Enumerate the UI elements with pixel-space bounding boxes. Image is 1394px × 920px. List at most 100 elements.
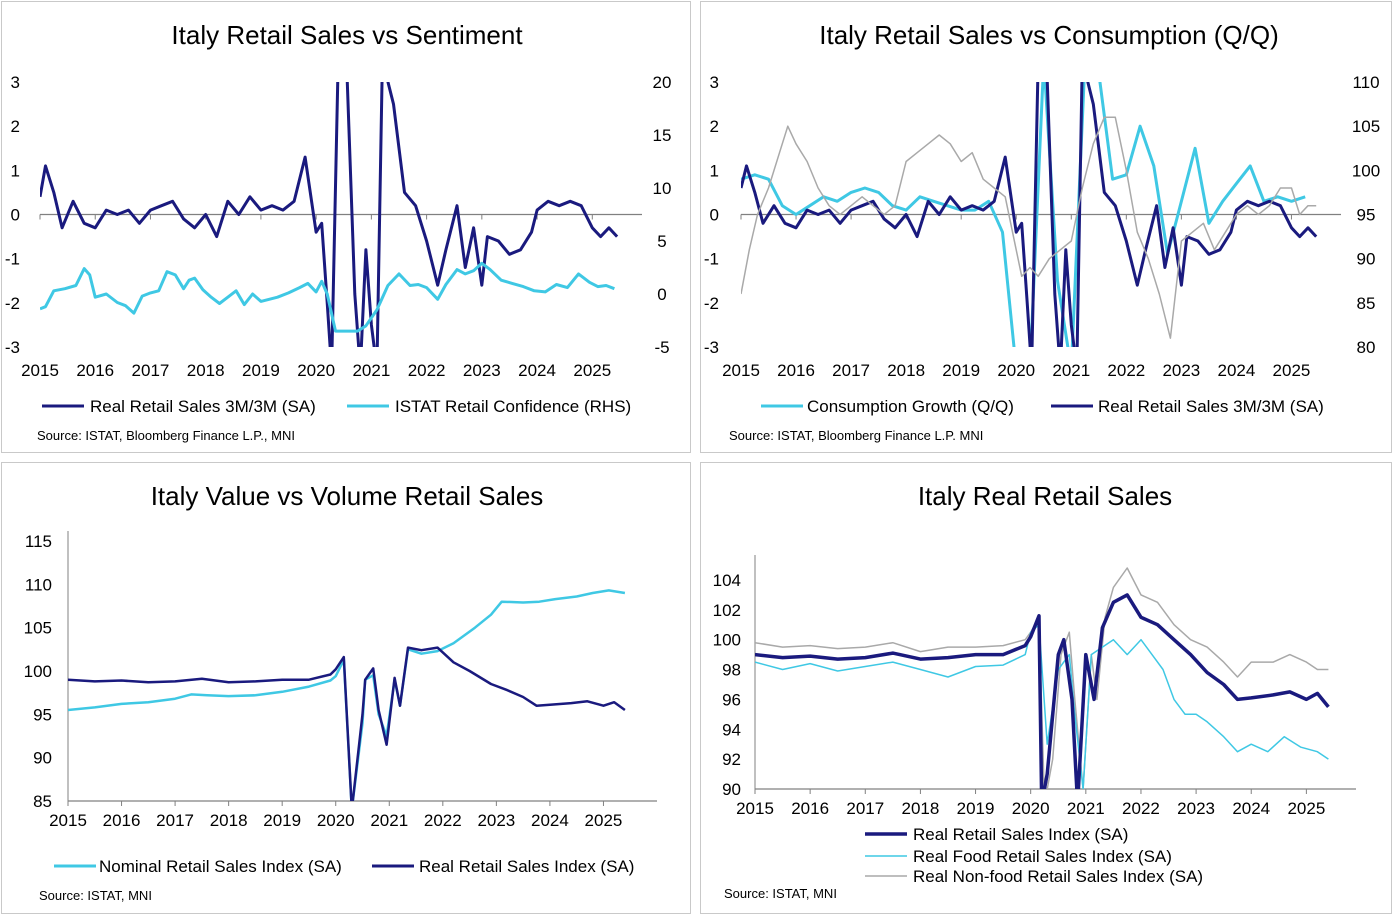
y-tick-label-right: 0 xyxy=(657,285,666,304)
x-tick-label: 2019 xyxy=(942,361,980,380)
x-tick-label: 2017 xyxy=(156,811,194,830)
x-tick-label: 2022 xyxy=(1107,361,1145,380)
y-tick-label-left: 1 xyxy=(710,161,719,180)
legend-label: Real Retail Sales 3M/3M (SA) xyxy=(1098,397,1324,416)
legend-label: Real Retail Sales Index (SA) xyxy=(913,825,1128,844)
x-tick-label: 2023 xyxy=(463,361,501,380)
x-tick-label: 2018 xyxy=(901,799,939,818)
x-tick-label: 2024 xyxy=(1232,799,1270,818)
x-tick-label: 2024 xyxy=(1217,361,1255,380)
y-tick-label-left: 100 xyxy=(24,662,52,681)
y-tick-label-left: 0 xyxy=(11,206,20,225)
x-tick-label: 2018 xyxy=(187,361,225,380)
y-tick-label-left: 3 xyxy=(11,73,20,92)
legend: Real Retail Sales Index (SA) Real Food R… xyxy=(865,825,1203,886)
chart-source: Source: ISTAT, MNI xyxy=(39,888,152,903)
y-tick-label-left: -3 xyxy=(704,338,719,357)
y-tick-label-left: 1 xyxy=(11,161,20,180)
chart-svg-consumption: Italy Retail Sales vs Consumption (Q/Q) … xyxy=(704,20,1380,443)
x-tick-label: 2020 xyxy=(997,361,1035,380)
legend-label: Real Non-food Retail Sales Index (SA) xyxy=(913,867,1203,886)
legend-label: Real Food Retail Sales Index (SA) xyxy=(913,847,1172,866)
x-tick-label: 2025 xyxy=(1273,361,1311,380)
y-tick-label-left: -2 xyxy=(5,294,20,313)
y-tick-label-right: 15 xyxy=(653,126,672,145)
y-tick-label-left: -3 xyxy=(5,338,20,357)
series-line-real-retail-sales-3m-3m-sa xyxy=(741,82,1318,347)
y-tick-label-left: 104 xyxy=(713,571,741,590)
x-tick-label: 2017 xyxy=(846,799,884,818)
legend-label: Consumption Growth (Q/Q) xyxy=(807,397,1014,416)
chart-svg-sentiment: Italy Retail Sales vs Sentiment 3210-1-2… xyxy=(5,20,672,443)
y-tick-label-left: 100 xyxy=(713,631,741,650)
x-tick-label: 2021 xyxy=(1052,361,1090,380)
x-tick-label: 2015 xyxy=(736,799,774,818)
x-tick-label: 2023 xyxy=(1177,799,1215,818)
x-tick-label: 2015 xyxy=(21,361,59,380)
x-tick-label: 2015 xyxy=(49,811,87,830)
x-tick-label: 2019 xyxy=(957,799,995,818)
y-tick-label-left: 96 xyxy=(722,690,741,709)
x-tick-label: 2024 xyxy=(518,361,556,380)
chart-source: Source: ISTAT, Bloomberg Finance L.P. MN… xyxy=(729,428,983,443)
x-tick-label: 2019 xyxy=(263,811,301,830)
chart-source: Source: ISTAT, MNI xyxy=(724,886,837,901)
y-tick-label-left: -1 xyxy=(5,250,20,269)
y-tick-label-left: 105 xyxy=(24,619,52,638)
y-tick-label-right: 5 xyxy=(657,232,666,251)
chart-svg-value-volume: Italy Value vs Volume Retail Sales 115 11… xyxy=(24,481,657,903)
series-line-real-food-retail-sales-index-sa xyxy=(755,623,1329,789)
y-tick-label-left: 115 xyxy=(25,532,52,551)
series-line-real-retail-sales-index-sa xyxy=(68,646,626,801)
y-tick-label-right: 90 xyxy=(1357,250,1376,269)
series-line-real-retail-sales-index-sa xyxy=(755,593,1330,789)
x-tick-label: 2016 xyxy=(777,361,815,380)
y-tick-label-right: 95 xyxy=(1357,206,1376,225)
chart-panel-sentiment: Italy Retail Sales vs Sentiment 3 2 1 0 -1 -2… xyxy=(1,1,691,453)
series-line-consumption-growth-q-q xyxy=(741,82,1306,347)
x-tick-label: 2018 xyxy=(210,811,248,830)
y-tick-label-left: 85 xyxy=(33,792,52,811)
x-tick-label: 2016 xyxy=(76,361,114,380)
chart-title: Italy Retail Sales vs Consumption (Q/Q) xyxy=(819,20,1279,50)
x-tick-label: 2020 xyxy=(317,811,355,830)
y-tick-label-right: 100 xyxy=(1352,161,1380,180)
y-tick-label-left: 0 xyxy=(710,206,719,225)
y-tick-label-left: 90 xyxy=(33,749,52,768)
y-tick-label-right: 10 xyxy=(653,179,672,198)
x-tick-label: 2016 xyxy=(791,799,829,818)
x-tick-label: 2023 xyxy=(1162,361,1200,380)
x-tick-label: 2020 xyxy=(1012,799,1050,818)
chart-panel-consumption: Italy Retail Sales vs Consumption (Q/Q) … xyxy=(700,1,1392,453)
x-tick-label: 2016 xyxy=(103,811,141,830)
x-tick-label: 2021 xyxy=(1067,799,1105,818)
chart-title: Italy Retail Sales vs Sentiment xyxy=(171,20,523,50)
y-tick-label-right: 80 xyxy=(1357,338,1376,357)
chart-title: Italy Real Retail Sales xyxy=(918,481,1172,511)
y-tick-label-left: 102 xyxy=(713,601,741,620)
y-tick-label-right: 85 xyxy=(1357,294,1376,313)
y-tick-label-left: 92 xyxy=(722,750,741,769)
legend: Real Retail Sales 3M/3M (SA) ISTAT Retai… xyxy=(42,397,631,416)
chart-panel-real-retail: Italy Real Retail Sales 104 102 100 98 96 94 9… xyxy=(700,462,1392,914)
y-tick-label-right: 20 xyxy=(653,73,672,92)
y-tick-label-left: -2 xyxy=(704,294,719,313)
y-tick-label-left: 2 xyxy=(11,117,20,136)
series-line-istat-retail-confidence-rhs xyxy=(40,261,615,333)
y-tick-label-left: 94 xyxy=(722,720,741,739)
x-tick-label: 2023 xyxy=(477,811,515,830)
x-tick-label: 2025 xyxy=(585,811,623,830)
y-tick-label-left: 98 xyxy=(722,661,741,680)
legend: Consumption Growth (Q/Q) Real Retail Sal… xyxy=(761,397,1324,416)
chart-title: Italy Value vs Volume Retail Sales xyxy=(151,481,544,511)
x-tick-label: 2020 xyxy=(297,361,335,380)
x-tick-label: 2017 xyxy=(132,361,170,380)
chart-panel-value-volume: Italy Value vs Volume Retail Sales 115 11… xyxy=(1,462,691,914)
x-tick-label: 2015 xyxy=(722,361,760,380)
x-tick-label: 2019 xyxy=(242,361,280,380)
series-line-real-non-food-retail-sales-index-sa xyxy=(755,567,1329,789)
x-tick-label: 2024 xyxy=(531,811,569,830)
y-tick-label-right: -5 xyxy=(654,338,669,357)
y-tick-label-left: -1 xyxy=(704,250,719,269)
y-tick-label-left: 3 xyxy=(710,73,719,92)
